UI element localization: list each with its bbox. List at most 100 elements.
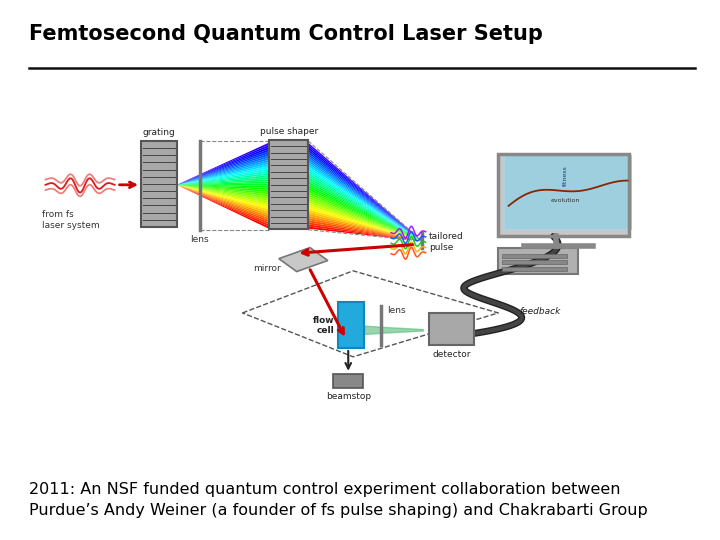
Polygon shape xyxy=(177,185,269,218)
Polygon shape xyxy=(177,153,269,185)
Bar xyxy=(338,302,364,348)
Polygon shape xyxy=(308,214,422,241)
Polygon shape xyxy=(308,197,422,241)
Polygon shape xyxy=(177,185,269,225)
Polygon shape xyxy=(177,184,269,186)
Bar xyxy=(502,254,567,258)
Text: lens: lens xyxy=(387,306,405,315)
Text: fitness: fitness xyxy=(562,165,567,186)
Polygon shape xyxy=(308,227,422,241)
Text: detector: detector xyxy=(432,350,471,359)
Bar xyxy=(502,267,567,271)
Polygon shape xyxy=(177,185,269,212)
Polygon shape xyxy=(177,185,269,194)
Polygon shape xyxy=(308,212,422,241)
Text: 2011: An NSF funded quantum control experiment collaboration between
Purdue’s An: 2011: An NSF funded quantum control expe… xyxy=(29,482,647,518)
Polygon shape xyxy=(177,156,269,185)
Bar xyxy=(498,248,578,274)
Polygon shape xyxy=(308,216,422,241)
Polygon shape xyxy=(177,179,269,185)
Polygon shape xyxy=(308,203,422,241)
Polygon shape xyxy=(308,192,422,241)
Polygon shape xyxy=(177,168,269,185)
Polygon shape xyxy=(308,222,422,241)
Polygon shape xyxy=(177,185,269,199)
Polygon shape xyxy=(177,151,269,185)
Bar xyxy=(498,154,629,235)
Polygon shape xyxy=(308,156,422,241)
Polygon shape xyxy=(177,185,269,201)
Bar xyxy=(429,313,474,345)
Polygon shape xyxy=(177,173,269,185)
Polygon shape xyxy=(177,185,269,205)
Polygon shape xyxy=(308,162,422,241)
Text: grating: grating xyxy=(143,128,175,137)
Text: tailored
pulse: tailored pulse xyxy=(429,232,464,252)
Bar xyxy=(141,141,177,227)
Polygon shape xyxy=(308,179,422,241)
Polygon shape xyxy=(177,185,269,216)
Polygon shape xyxy=(308,210,422,241)
Polygon shape xyxy=(308,145,422,241)
Polygon shape xyxy=(308,143,422,241)
Polygon shape xyxy=(308,184,422,241)
Polygon shape xyxy=(177,185,269,214)
Bar xyxy=(505,156,630,228)
Polygon shape xyxy=(308,220,422,241)
Polygon shape xyxy=(308,173,422,241)
Polygon shape xyxy=(308,166,422,241)
Polygon shape xyxy=(308,190,422,241)
Polygon shape xyxy=(177,175,269,185)
Polygon shape xyxy=(177,158,269,185)
Polygon shape xyxy=(308,168,422,241)
Polygon shape xyxy=(177,145,269,185)
Polygon shape xyxy=(177,185,269,207)
Polygon shape xyxy=(308,158,422,241)
Polygon shape xyxy=(308,175,422,241)
Polygon shape xyxy=(177,185,269,188)
Text: pulse shaper: pulse shaper xyxy=(260,127,318,136)
Polygon shape xyxy=(177,143,269,185)
Text: Femtosecond Quantum Control Laser Setup: Femtosecond Quantum Control Laser Setup xyxy=(29,24,543,44)
Polygon shape xyxy=(177,166,269,185)
Polygon shape xyxy=(177,160,269,185)
Polygon shape xyxy=(308,218,422,241)
Bar xyxy=(502,260,567,265)
Polygon shape xyxy=(177,162,269,185)
Polygon shape xyxy=(308,186,422,241)
Polygon shape xyxy=(177,185,269,203)
Polygon shape xyxy=(177,147,269,185)
Polygon shape xyxy=(177,185,269,190)
Polygon shape xyxy=(177,185,269,210)
Polygon shape xyxy=(308,194,422,241)
Polygon shape xyxy=(308,153,422,241)
Polygon shape xyxy=(177,164,269,185)
Polygon shape xyxy=(177,185,269,228)
Polygon shape xyxy=(308,199,422,241)
Polygon shape xyxy=(308,160,422,241)
Polygon shape xyxy=(308,205,422,241)
Polygon shape xyxy=(308,164,422,241)
Polygon shape xyxy=(177,185,269,227)
Polygon shape xyxy=(308,188,422,241)
Text: beamstop: beamstop xyxy=(325,392,371,401)
Text: evolution: evolution xyxy=(550,198,580,202)
Polygon shape xyxy=(177,185,269,220)
Polygon shape xyxy=(308,151,422,241)
Text: feedback: feedback xyxy=(519,307,560,316)
Bar xyxy=(269,140,308,230)
Text: lens: lens xyxy=(190,235,209,244)
Polygon shape xyxy=(177,185,269,222)
Text: flow
cell: flow cell xyxy=(312,315,334,335)
Polygon shape xyxy=(308,149,422,241)
Polygon shape xyxy=(308,207,422,241)
Polygon shape xyxy=(177,185,269,192)
Polygon shape xyxy=(308,181,422,241)
Bar xyxy=(498,154,629,235)
Polygon shape xyxy=(177,177,269,185)
Bar xyxy=(504,154,631,231)
Polygon shape xyxy=(177,185,269,197)
Polygon shape xyxy=(308,171,422,241)
Polygon shape xyxy=(308,147,422,241)
Text: mirror: mirror xyxy=(253,264,281,273)
